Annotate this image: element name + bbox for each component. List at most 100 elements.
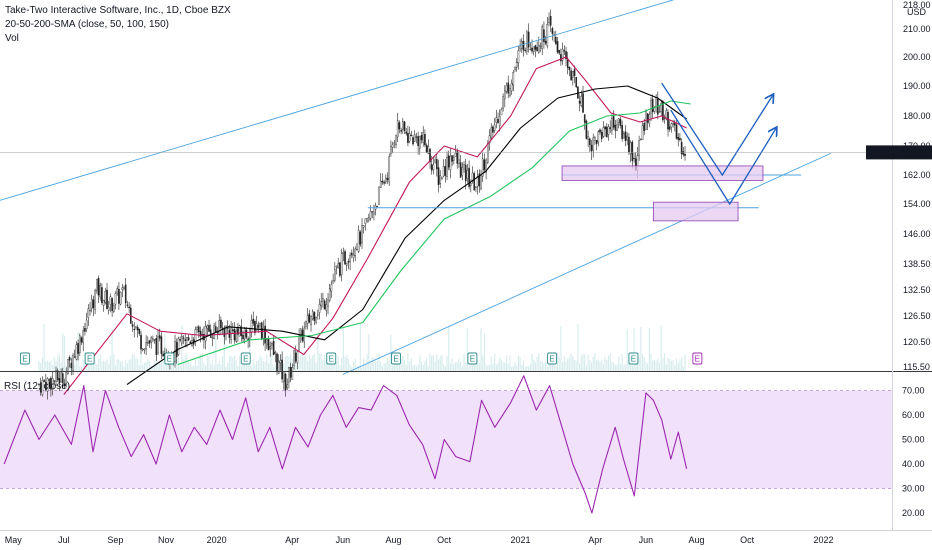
volume-bar (403, 359, 406, 371)
volume-bar (211, 359, 214, 371)
volume-bar (138, 365, 140, 371)
candle (250, 314, 253, 338)
rsi-axis[interactable]: 20.00 30.00 40.00 50.00 60.00 70.00 (902, 386, 925, 519)
candle (46, 377, 49, 400)
candle-body (158, 335, 161, 339)
candle-body (379, 180, 382, 188)
volume-bar (565, 361, 567, 371)
candle (136, 324, 139, 338)
volume-bar (679, 359, 681, 371)
volume-bar (266, 354, 268, 371)
candle (684, 146, 686, 161)
legend-symbol-title[interactable]: Take-Two Interactive Software, Inc., 1D,… (5, 5, 231, 16)
candle (118, 282, 120, 310)
candle (395, 134, 397, 149)
candle-body (111, 298, 113, 312)
candle (497, 112, 499, 124)
volume-bar (366, 354, 368, 371)
candle-body (488, 135, 491, 144)
rsi-tick-label: 20.00 (902, 508, 925, 518)
candle (102, 299, 105, 312)
time-tick-label: 2020 (207, 535, 227, 545)
candle (456, 148, 459, 169)
candle (332, 273, 334, 284)
candle-body (323, 300, 326, 310)
candle (220, 316, 222, 336)
candle-body (123, 287, 125, 289)
candle (582, 85, 584, 113)
candle (420, 132, 423, 144)
volume-bar (371, 357, 373, 371)
candle (87, 304, 90, 326)
volume-bar (507, 363, 509, 371)
volume-bar (454, 362, 457, 371)
volume-bar (106, 359, 108, 371)
candle (616, 119, 618, 131)
legend-volume-title[interactable]: Vol (5, 33, 19, 44)
candle-body (658, 111, 661, 113)
volume-bar (601, 359, 603, 371)
price-tick-label: 218.00 (903, 0, 931, 10)
drawing-objects[interactable] (0, 0, 892, 375)
candle (449, 147, 452, 179)
price-axis[interactable]: 115.50 120.50 126.50 132.50 138.50 146.00 154.… (903, 0, 931, 372)
rsi-pane-title[interactable]: RSI (12, close) (4, 381, 71, 392)
volume-bar (446, 356, 448, 371)
volume-bar (533, 359, 535, 371)
time-axis[interactable]: May Jul Sep Nov 2020 Apr Jun Aug Oct 2021 Apr Jun Au… (5, 535, 834, 545)
volume-bar (307, 361, 309, 371)
candle (473, 171, 476, 191)
candle-body (53, 380, 56, 382)
candle-body (529, 48, 532, 50)
volume-bar (567, 358, 569, 371)
candle (390, 140, 392, 157)
candle-body (556, 41, 559, 53)
volume-bar (640, 327, 642, 371)
time-tick-label: Jun (639, 535, 654, 545)
candle-body (385, 177, 387, 183)
candle (505, 82, 508, 94)
earnings-marker: E (19, 352, 30, 365)
candle-body (311, 311, 314, 320)
candle-body (118, 288, 120, 304)
candle-body (434, 159, 436, 163)
earnings-marker-box (391, 352, 401, 365)
candle-body (199, 330, 202, 337)
candle-body (85, 319, 88, 330)
candle-body (107, 306, 110, 311)
candle (373, 204, 375, 221)
candle (264, 319, 266, 351)
earnings-marker: E (692, 352, 703, 365)
candle-body (240, 326, 243, 336)
candle (216, 327, 219, 340)
volume-bar (381, 366, 384, 371)
candle-body (650, 100, 652, 114)
volume-bar (539, 361, 542, 371)
candle-body (89, 310, 91, 312)
volume-bar (230, 355, 232, 371)
candle-body (97, 277, 100, 296)
candle-body (294, 352, 297, 362)
volume-bar (218, 361, 220, 371)
legend-sma-title[interactable]: 20-50-200-SMA (close, 50, 100, 150) (5, 19, 169, 30)
volume-bar (461, 366, 463, 371)
candle (269, 341, 272, 357)
volume-bar (636, 359, 639, 371)
candle-body (549, 16, 552, 26)
candle-body (432, 164, 435, 171)
candle (75, 341, 78, 361)
volume-bar (75, 360, 78, 371)
candle-body (599, 129, 601, 133)
volume-bar (502, 362, 504, 371)
earnings-marker-label: E (631, 355, 636, 364)
volume-bar (522, 360, 525, 371)
volume-bar (223, 328, 225, 371)
candle-body (160, 336, 163, 354)
candle (147, 336, 149, 346)
volume-bar (171, 363, 173, 371)
volume-bar (613, 362, 615, 371)
candle-body (680, 142, 683, 155)
candle-body (368, 217, 370, 221)
